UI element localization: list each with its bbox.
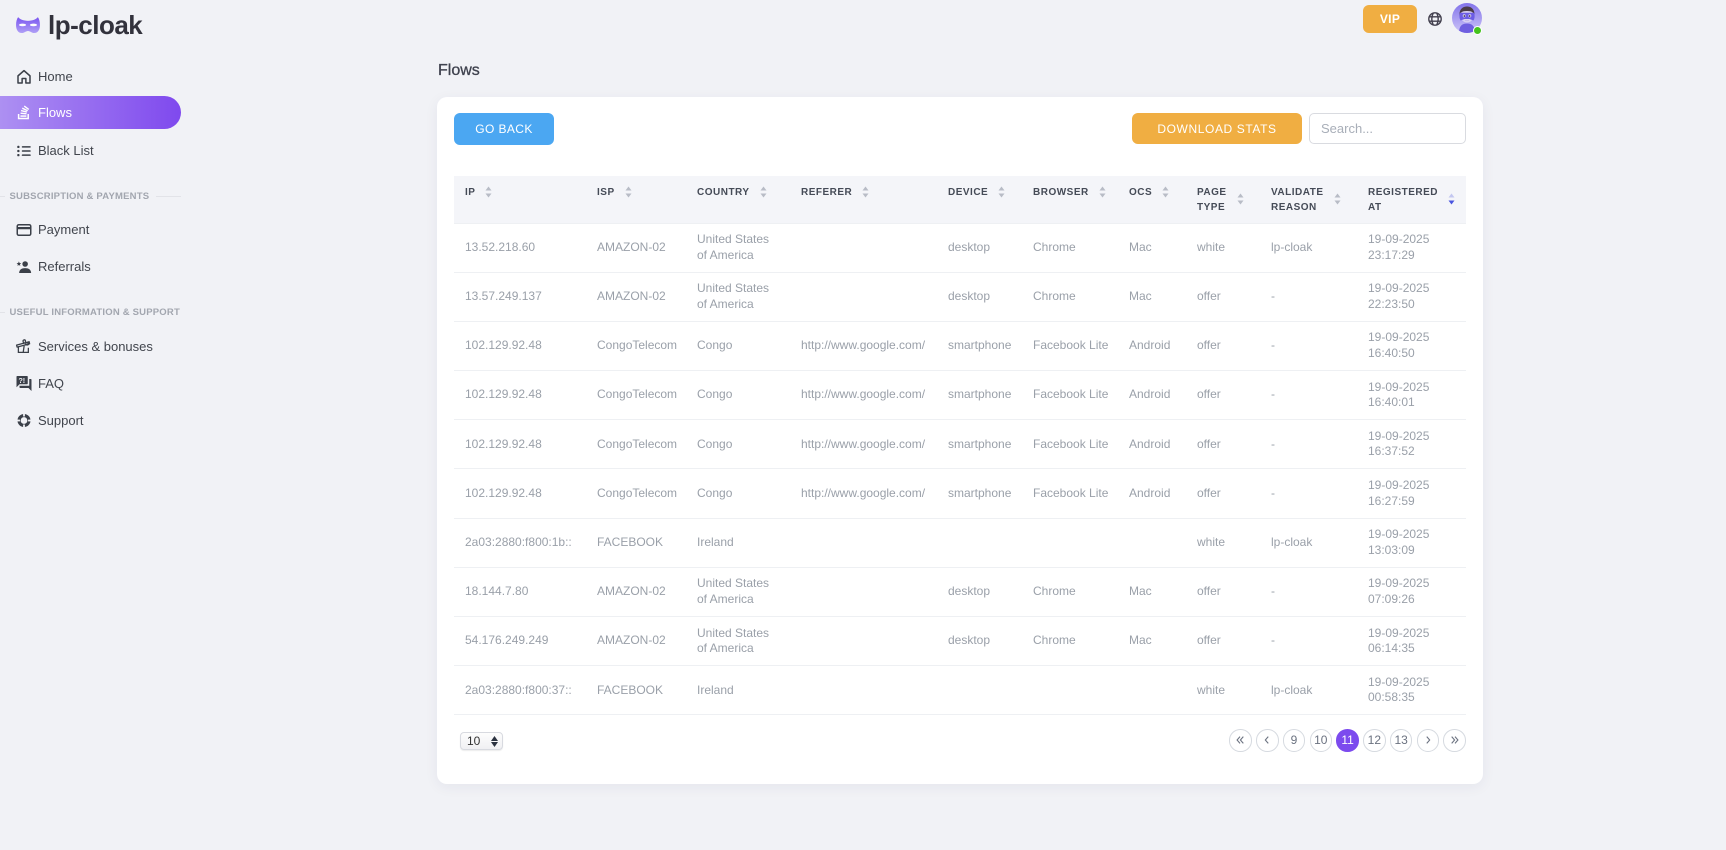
svg-text:?!: ?!	[18, 377, 25, 385]
